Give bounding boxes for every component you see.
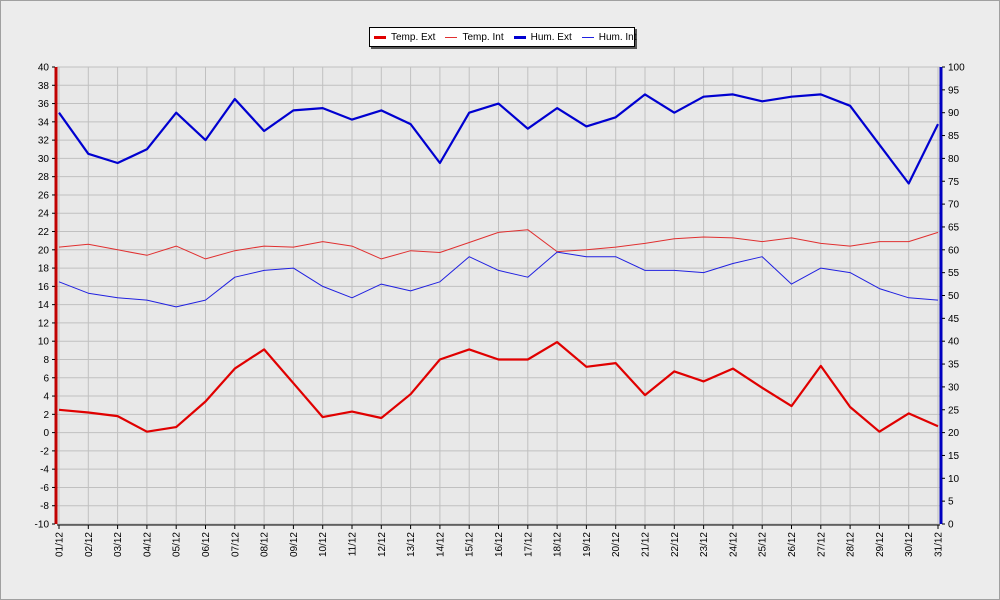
x-tick-label: 15/12 xyxy=(465,532,476,557)
right-tick-label: 15 xyxy=(948,451,960,462)
x-tick-label: 17/12 xyxy=(523,532,534,557)
x-tick-label: 03/12 xyxy=(113,532,124,557)
right-tick-label: 65 xyxy=(948,222,960,233)
series-line-temp-ext xyxy=(58,341,939,433)
right-tick-label: 60 xyxy=(948,245,960,256)
left-tick-label: 30 xyxy=(38,154,50,165)
right-tick-label: 70 xyxy=(948,200,960,211)
x-tick-label: 14/12 xyxy=(435,532,446,557)
legend-swatch-hum-int xyxy=(581,36,594,38)
chart-legend: Temp. Ext Temp. Int Hum. Ext Hum. Int xyxy=(369,27,637,47)
x-tick-label: 13/12 xyxy=(406,532,417,557)
left-tick-label: -2 xyxy=(40,446,49,457)
x-tick-label: 02/12 xyxy=(84,532,95,557)
left-tick-label: 8 xyxy=(43,355,49,366)
series-line-temp-int xyxy=(58,229,939,260)
right-tick-label: 100 xyxy=(948,63,965,74)
x-tick-label: 04/12 xyxy=(142,532,153,557)
series-line-hum-int xyxy=(58,251,939,308)
legend-label-temp-int: Temp. Int xyxy=(462,31,504,43)
right-tick-label: 45 xyxy=(948,314,960,325)
x-tick-label: 30/12 xyxy=(904,532,915,557)
legend-item-hum-int: Hum. Int xyxy=(581,31,637,43)
right-tick-label: 95 xyxy=(948,85,960,96)
x-tick-label: 07/12 xyxy=(230,532,241,557)
left-tick-label: 6 xyxy=(43,373,49,384)
left-tick-label: 18 xyxy=(38,264,50,275)
left-tick-label: -4 xyxy=(40,465,49,476)
right-tick-label: 55 xyxy=(948,268,960,279)
right-tick-label: 40 xyxy=(948,337,960,348)
right-tick-label: 20 xyxy=(948,428,960,439)
left-tick-label: 38 xyxy=(38,81,50,92)
x-tick-label: 19/12 xyxy=(582,532,593,557)
x-tick-label: 12/12 xyxy=(377,532,388,557)
right-tick-label: 90 xyxy=(948,108,960,119)
x-tick-label: 29/12 xyxy=(875,532,886,557)
x-tick-label: 26/12 xyxy=(787,532,798,557)
left-tick-label: 16 xyxy=(38,282,50,293)
left-tick-label: 36 xyxy=(38,99,50,110)
left-tick-label: -10 xyxy=(35,520,50,531)
right-tick-label: 35 xyxy=(948,360,960,371)
left-tick-label: 24 xyxy=(38,209,50,220)
x-tick-label: 10/12 xyxy=(318,532,329,557)
x-tick-label: 25/12 xyxy=(758,532,769,557)
x-tick-label: 28/12 xyxy=(846,532,857,557)
left-tick-label: 34 xyxy=(38,117,50,128)
x-tick-label: 20/12 xyxy=(611,532,622,557)
legend-item-temp-int: Temp. Int xyxy=(445,31,504,43)
x-tick-label: 21/12 xyxy=(641,532,652,557)
left-tick-label: 40 xyxy=(38,63,50,74)
x-tick-label: 08/12 xyxy=(260,532,271,557)
legend-item-temp-ext: Temp. Ext xyxy=(374,32,435,43)
x-tick-label: 22/12 xyxy=(670,532,681,557)
left-tick-label: 14 xyxy=(38,300,50,311)
right-tick-label: 80 xyxy=(948,154,960,165)
right-tick-label: 75 xyxy=(948,177,960,188)
legend-swatch-hum-ext xyxy=(513,35,526,39)
left-tick-label: -8 xyxy=(40,501,49,512)
left-tick-label: 2 xyxy=(43,410,49,421)
x-tick-label: 16/12 xyxy=(494,532,505,557)
x-tick-label: 31/12 xyxy=(934,532,945,557)
right-tick-label: 30 xyxy=(948,382,960,393)
series-line-hum-ext xyxy=(58,93,939,185)
x-tick-label: 06/12 xyxy=(201,532,212,557)
left-tick-label: 0 xyxy=(43,428,49,439)
left-tick-label: 28 xyxy=(38,172,50,183)
left-tick-label: -6 xyxy=(40,483,49,494)
left-tick-label: 20 xyxy=(38,245,50,256)
x-tick-label: 23/12 xyxy=(699,532,710,557)
left-tick-label: 10 xyxy=(38,337,50,348)
x-tick-label: 05/12 xyxy=(172,532,183,557)
legend-swatch-temp-ext xyxy=(374,35,386,39)
left-tick-label: 4 xyxy=(43,392,49,403)
x-tick-label: 18/12 xyxy=(553,532,564,557)
right-tick-label: 25 xyxy=(948,405,960,416)
x-tick-label: 01/12 xyxy=(55,532,66,557)
x-tick-label: 11/12 xyxy=(348,532,359,557)
legend-label-temp-ext: Temp. Ext xyxy=(391,31,436,43)
right-tick-label: 5 xyxy=(948,497,954,508)
left-tick-label: 26 xyxy=(38,190,50,201)
x-tick-label: 09/12 xyxy=(289,532,300,557)
legend-swatch-temp-int xyxy=(445,36,458,38)
right-tick-label: 85 xyxy=(948,131,960,142)
right-tick-label: 10 xyxy=(948,474,960,485)
legend-label-hum-ext: Hum. Ext xyxy=(530,31,572,43)
left-tick-label: 22 xyxy=(38,227,50,238)
right-tick-label: 0 xyxy=(948,520,954,531)
left-tick-label: 12 xyxy=(38,318,50,329)
x-tick-label: 27/12 xyxy=(816,532,827,557)
x-tick-label: 24/12 xyxy=(728,532,739,557)
right-tick-label: 50 xyxy=(948,291,960,302)
left-tick-label: 32 xyxy=(38,136,50,147)
legend-item-hum-ext: Hum. Ext xyxy=(513,31,572,43)
legend-label-hum-int: Hum. Int xyxy=(598,31,637,43)
